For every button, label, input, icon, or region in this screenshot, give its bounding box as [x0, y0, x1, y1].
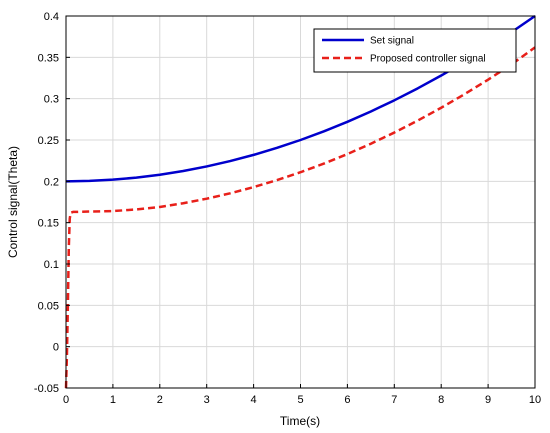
y-tick-label: 0.35	[38, 52, 59, 64]
x-tick-label: 3	[204, 394, 210, 406]
x-axis-label: Time(s)	[280, 414, 320, 428]
y-tick-label: 0.25	[38, 135, 59, 147]
legend-label-set-signal: Set signal	[370, 36, 414, 47]
y-tick-label: 0.3	[44, 94, 59, 106]
y-tick-label: 0.2	[44, 176, 59, 188]
y-tick-label: 0.15	[38, 218, 59, 230]
legend-box	[313, 28, 517, 73]
x-tick-label: 5	[297, 394, 303, 406]
x-tick-label: 1	[110, 394, 116, 406]
axis-ticks	[65, 15, 536, 389]
y-tick-label: 0.05	[38, 300, 59, 312]
series-line-proposed-controller-signal	[64, 46, 536, 389]
y-tick-label: -0.05	[34, 383, 59, 395]
x-tick-labels: 0 1 2 3 4 5 6 7 8 9 10	[63, 394, 541, 406]
y-tick-labels: -0.05 0 0.05 0.1 0.15 0.2 0.25 0.3 0.35 0.4	[34, 11, 59, 395]
x-tick-label: 4	[251, 394, 257, 406]
x-tick-label: 6	[344, 394, 350, 406]
y-axis-label: Control signal(Theta)	[6, 146, 20, 258]
x-tick-label: 10	[529, 394, 541, 406]
x-tick-label: 7	[391, 394, 397, 406]
y-tick-label: 0.1	[44, 259, 59, 271]
legend: Set signal Proposed controller signal	[313, 28, 517, 73]
x-tick-label: 0	[63, 394, 69, 406]
x-tick-label: 9	[485, 394, 491, 406]
y-tick-label: 0	[53, 342, 59, 354]
legend-label-proposed-controller-signal: Proposed controller signal	[370, 54, 486, 65]
x-tick-label: 2	[157, 394, 163, 406]
y-tick-label: 0.4	[44, 11, 59, 23]
x-tick-label: 8	[438, 394, 444, 406]
